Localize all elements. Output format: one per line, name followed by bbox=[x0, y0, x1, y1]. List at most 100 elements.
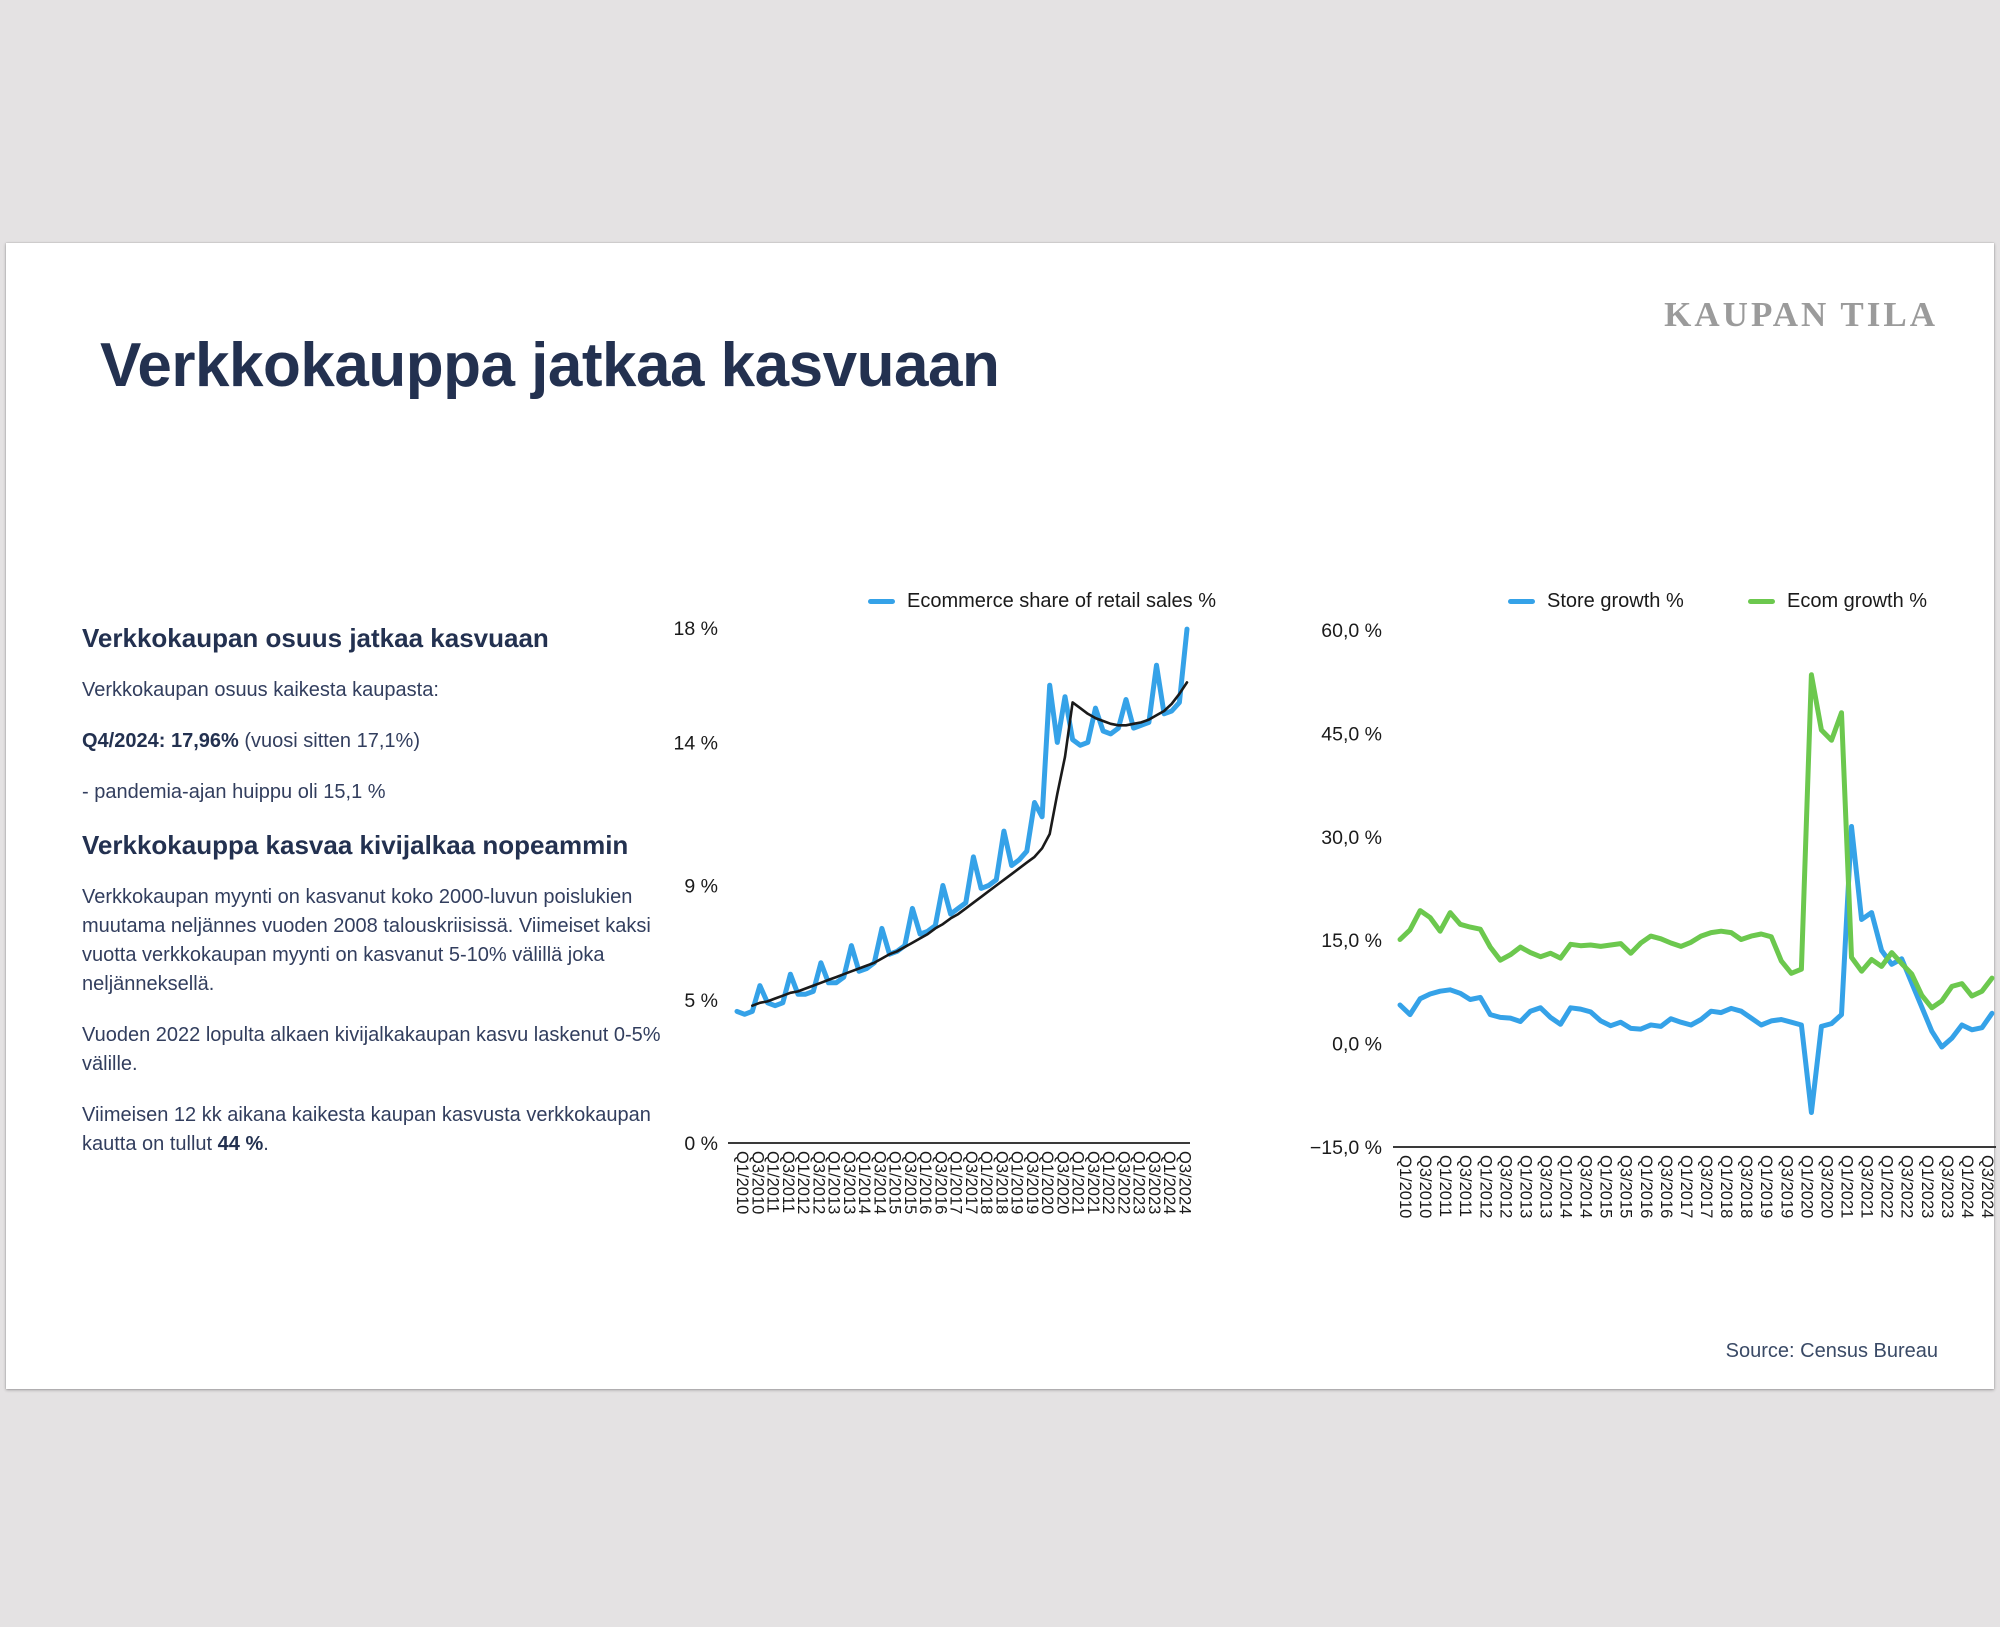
share-intro-text: Verkkokaupan osuus kaikesta kaupasta: bbox=[82, 679, 439, 701]
legend-ecommerce-share: Ecommerce share of retail sales % bbox=[868, 590, 1216, 613]
svg-text:Q3/2013: Q3/2013 bbox=[840, 1151, 858, 1214]
svg-text:Q1/2018: Q1/2018 bbox=[1717, 1155, 1735, 1218]
svg-text:Q1/2017: Q1/2017 bbox=[947, 1151, 965, 1214]
svg-text:Q1/2020: Q1/2020 bbox=[1797, 1155, 1815, 1218]
svg-text:Q3/2023: Q3/2023 bbox=[1938, 1155, 1956, 1218]
svg-text:Q1/2013: Q1/2013 bbox=[1516, 1155, 1534, 1218]
svg-text:Q1/2024: Q1/2024 bbox=[1160, 1151, 1178, 1214]
legend-ecom-growth: Ecom growth % bbox=[1748, 590, 1927, 613]
svg-text:Q1/2019: Q1/2019 bbox=[1757, 1155, 1775, 1218]
page-title: Verkkokauppa jatkaa kasvuaan bbox=[100, 331, 1000, 400]
svg-text:Q3/2019: Q3/2019 bbox=[1777, 1155, 1795, 1218]
svg-text:Q3/2018: Q3/2018 bbox=[1737, 1155, 1755, 1218]
svg-text:Q1/2011: Q1/2011 bbox=[764, 1151, 782, 1213]
svg-text:Q3/2019: Q3/2019 bbox=[1023, 1151, 1041, 1214]
svg-text:Q1/2019: Q1/2019 bbox=[1008, 1151, 1026, 1214]
svg-text:Q1/2016: Q1/2016 bbox=[1637, 1155, 1655, 1218]
svg-text:Q3/2010: Q3/2010 bbox=[1416, 1155, 1434, 1218]
slide-canvas bbox=[6, 243, 1994, 1389]
svg-text:30,0 %: 30,0 % bbox=[1321, 827, 1382, 849]
svg-text:15,0 %: 15,0 % bbox=[1321, 930, 1382, 952]
svg-text:Q3/2022: Q3/2022 bbox=[1114, 1151, 1132, 1214]
svg-text:Q3/2017: Q3/2017 bbox=[1697, 1155, 1715, 1218]
svg-text:Q1/2022: Q1/2022 bbox=[1099, 1151, 1117, 1214]
commentary-panel: Verkkokaupan osuus jatkaa kasvuaan Verkk… bbox=[82, 622, 702, 1181]
share-stat-comparison: (vuosi sitten 17,1%) bbox=[238, 730, 420, 752]
svg-text:Q1/2024: Q1/2024 bbox=[1958, 1155, 1976, 1218]
svg-text:Q1/2023: Q1/2023 bbox=[1130, 1151, 1148, 1214]
svg-text:Q1/2013: Q1/2013 bbox=[825, 1151, 843, 1214]
growth-comparison-chart: 60,0 % 45,0 % 30,0 % 15,0 % 0,0 % −15,0 % Q1/2… bbox=[1310, 620, 1996, 1218]
svg-text:Q3/2012: Q3/2012 bbox=[809, 1151, 827, 1214]
share-stat-value: Q4/2024: 17,96% bbox=[82, 730, 239, 752]
svg-text:Q3/2018: Q3/2018 bbox=[992, 1151, 1010, 1214]
kaupan-tila-logo: KAUPAN TILA bbox=[1664, 295, 1938, 334]
pandemic-peak-text: - pandemia-ajan huippu oli 15,1 % bbox=[82, 781, 386, 803]
svg-text:Q3/2012: Q3/2012 bbox=[1496, 1155, 1514, 1218]
svg-text:Q1/2010: Q1/2010 bbox=[733, 1151, 751, 1214]
ecommerce-share-chart: 18 %14 %9 %5 %0 %Q1/2010Q3/2010Q1/2011Q3… bbox=[674, 618, 1194, 1214]
svg-text:Q3/2022: Q3/2022 bbox=[1898, 1155, 1916, 1218]
svg-text:Q3/2017: Q3/2017 bbox=[962, 1151, 980, 1214]
svg-text:Q3/2011: Q3/2011 bbox=[779, 1151, 797, 1213]
svg-text:Q3/2024: Q3/2024 bbox=[1175, 1151, 1193, 1214]
svg-text:45,0 %: 45,0 % bbox=[1321, 723, 1382, 745]
svg-text:Q3/2023: Q3/2023 bbox=[1145, 1151, 1163, 1214]
svg-text:14 %: 14 % bbox=[674, 732, 718, 754]
svg-text:−15,0 %: −15,0 % bbox=[1310, 1137, 1382, 1159]
svg-text:Q1/2010: Q1/2010 bbox=[1396, 1155, 1414, 1218]
growth-history-text: Verkkokaupan myynti on kasvanut koko 200… bbox=[82, 886, 651, 995]
svg-text:Q3/2021: Q3/2021 bbox=[1084, 1151, 1102, 1214]
svg-text:Q3/2016: Q3/2016 bbox=[931, 1151, 949, 1214]
store-growth-text: Vuoden 2022 lopulta alkaen kivijalkakaup… bbox=[82, 1024, 661, 1075]
svg-text:Q3/2020: Q3/2020 bbox=[1817, 1155, 1835, 1218]
svg-text:Q3/2014: Q3/2014 bbox=[1577, 1155, 1595, 1218]
svg-text:Q3/2020: Q3/2020 bbox=[1053, 1151, 1071, 1214]
legend-dash-store-icon bbox=[1508, 599, 1535, 604]
section-heading-share: Verkkokaupan osuus jatkaa kasvuaan bbox=[82, 623, 549, 653]
share-stat-line: Q4/2024: 17,96% (vuosi sitten 17,1%) bbox=[82, 727, 702, 756]
legend-label-ecom-growth: Ecom growth % bbox=[1787, 590, 1928, 612]
svg-text:Q3/2014: Q3/2014 bbox=[870, 1151, 888, 1214]
svg-text:Q3/2011: Q3/2011 bbox=[1456, 1155, 1474, 1217]
svg-text:Q3/2016: Q3/2016 bbox=[1657, 1155, 1675, 1218]
legend-label-store-growth: Store growth % bbox=[1547, 590, 1684, 612]
ecom-contribution-text: Viimeisen 12 kk aikana kaikesta kaupan k… bbox=[82, 1101, 702, 1159]
svg-text:Q3/2013: Q3/2013 bbox=[1537, 1155, 1555, 1218]
source-credit: Source: Census Bureau bbox=[1725, 1340, 1938, 1362]
svg-text:Q1/2014: Q1/2014 bbox=[855, 1151, 873, 1214]
legend-label-ecommerce-share: Ecommerce share of retail sales % bbox=[907, 590, 1217, 612]
svg-text:0 %: 0 % bbox=[684, 1133, 718, 1155]
svg-text:Q1/2021: Q1/2021 bbox=[1838, 1155, 1856, 1218]
ecom-contribution-end: . bbox=[263, 1133, 269, 1155]
svg-text:Q1/2015: Q1/2015 bbox=[1597, 1155, 1615, 1218]
svg-text:Q1/2023: Q1/2023 bbox=[1918, 1155, 1936, 1218]
svg-text:Q1/2018: Q1/2018 bbox=[977, 1151, 995, 1214]
svg-text:Q3/2010: Q3/2010 bbox=[748, 1151, 766, 1214]
svg-text:Q1/2017: Q1/2017 bbox=[1677, 1155, 1695, 1218]
svg-text:Q1/2012: Q1/2012 bbox=[794, 1151, 812, 1214]
svg-text:Q1/2020: Q1/2020 bbox=[1038, 1151, 1056, 1214]
svg-text:Q1/2011: Q1/2011 bbox=[1436, 1155, 1454, 1217]
svg-text:Q1/2016: Q1/2016 bbox=[916, 1151, 934, 1214]
ecom-contribution-start: Viimeisen 12 kk aikana kaikesta kaupan k… bbox=[82, 1104, 651, 1155]
section-heading-growth: Verkkokauppa kasvaa kivijalkaa nopeammin bbox=[82, 830, 629, 860]
svg-text:60,0 %: 60,0 % bbox=[1321, 620, 1382, 642]
svg-text:Q1/2022: Q1/2022 bbox=[1878, 1155, 1896, 1218]
svg-text:Q3/2021: Q3/2021 bbox=[1858, 1155, 1876, 1218]
legend-store-growth: Store growth % bbox=[1508, 590, 1684, 613]
svg-text:Q3/2015: Q3/2015 bbox=[901, 1151, 919, 1214]
svg-text:Q3/2015: Q3/2015 bbox=[1617, 1155, 1635, 1218]
legend-dash-blue-icon bbox=[868, 599, 895, 604]
legend-dash-ecom-icon bbox=[1748, 599, 1775, 604]
ecom-contribution-value: 44 % bbox=[217, 1133, 264, 1155]
svg-text:5 %: 5 % bbox=[684, 990, 718, 1012]
svg-text:Q1/2015: Q1/2015 bbox=[886, 1151, 904, 1214]
svg-text:Q1/2014: Q1/2014 bbox=[1557, 1155, 1575, 1218]
svg-text:Q1/2021: Q1/2021 bbox=[1069, 1151, 1087, 1214]
svg-text:Q3/2024: Q3/2024 bbox=[1978, 1155, 1996, 1218]
svg-text:Q1/2012: Q1/2012 bbox=[1476, 1155, 1494, 1218]
svg-text:9 %: 9 % bbox=[684, 876, 718, 898]
svg-text:0,0 %: 0,0 % bbox=[1332, 1034, 1382, 1056]
